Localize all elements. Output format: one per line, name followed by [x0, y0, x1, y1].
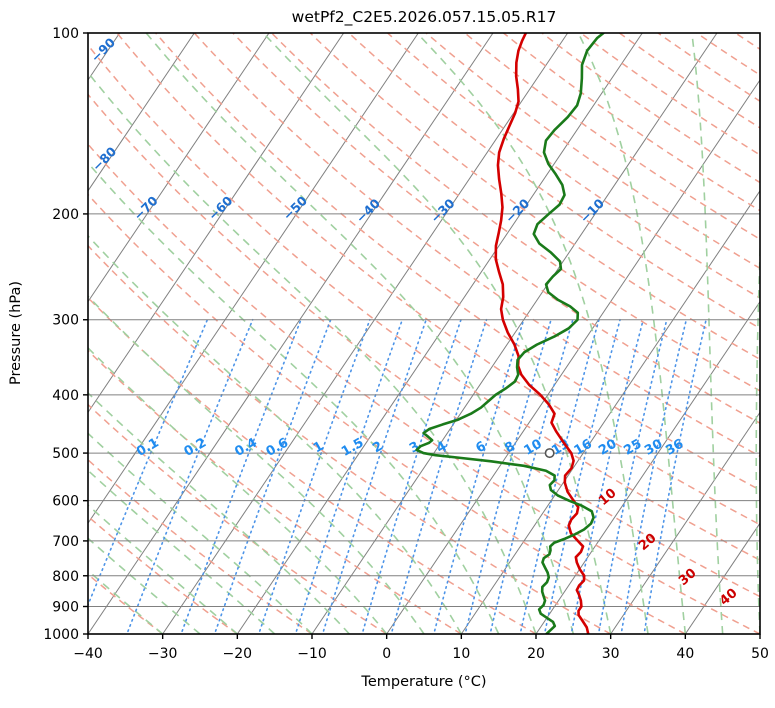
dry-adiabat-line	[387, 33, 760, 299]
moist-adiabat-line	[88, 346, 388, 634]
moist-adiabat-line	[88, 295, 425, 634]
dry-adiabat-line	[271, 33, 760, 392]
y-tick-label: 600	[52, 494, 79, 510]
dry-adiabat-line	[88, 193, 686, 634]
moist-adiabat-line	[691, 33, 724, 634]
isotherm-line	[684, 522, 760, 634]
isotherm-line	[162, 33, 569, 634]
mixing-ratio-line	[519, 318, 600, 634]
x-tick-label: −30	[148, 646, 178, 662]
x-tick-label: −10	[297, 646, 327, 662]
mixing-ratio-line	[213, 318, 332, 634]
dry-adiabat-line	[88, 93, 760, 598]
mixing-ratio-line	[489, 318, 574, 634]
mixing-ratio-line	[390, 318, 488, 634]
mixing-ratio-line	[597, 318, 668, 634]
y-axis-label: Pressure (hPa)	[8, 281, 24, 385]
mixing-ratio-line	[643, 318, 707, 634]
sounding-curves	[415, 33, 605, 634]
isotherm-line	[535, 300, 760, 634]
sounding-dewpoint-line	[415, 33, 605, 634]
x-tick-label: 10	[452, 646, 470, 662]
isotherm-line	[88, 33, 195, 192]
x-tick-label: 50	[751, 646, 769, 662]
moist-adiabat-line	[755, 232, 760, 634]
mixing-ratio-line	[570, 318, 644, 634]
x-tick-label: 40	[676, 646, 694, 662]
moist-adiabat-line	[88, 71, 537, 634]
y-tick-label: 100	[52, 26, 79, 42]
y-axis: 100 200 300 400 500 600 700 800 900 1000	[43, 26, 88, 643]
y-tick-label: 700	[52, 534, 79, 550]
mixing-ratio-line	[294, 318, 404, 634]
isotherm-line	[236, 33, 643, 634]
moist-adiabat-line	[88, 234, 463, 634]
y-tick-label: 800	[52, 569, 79, 585]
moist-adiabat-line	[88, 469, 276, 634]
x-tick-label: −40	[73, 646, 103, 662]
dry-adiabat-line	[88, 143, 760, 634]
dry-adiabat-line	[232, 33, 760, 425]
mixing-ratio-line	[543, 318, 621, 634]
mixing-ratio-line	[180, 318, 302, 634]
mixing-ratio-line	[620, 318, 688, 634]
y-tick-label: 200	[52, 207, 79, 223]
isotherm-line	[88, 33, 494, 634]
moist-adiabat-line	[416, 33, 649, 634]
isotherm-line	[311, 33, 718, 634]
isotherm-line	[610, 411, 760, 634]
x-tick-label: 30	[602, 646, 620, 662]
x-tick-label: −20	[223, 646, 253, 662]
mixing-ratio-line	[432, 318, 525, 634]
mixing-ratio-line	[464, 318, 552, 634]
mixing-ratio-line	[257, 318, 371, 634]
y-tick-label: 500	[52, 446, 79, 462]
moist-adiabat-line	[88, 161, 500, 634]
dry-adiabat-line	[88, 44, 760, 562]
moist-adiabat-line	[145, 33, 575, 634]
dry-adiabat-line	[88, 458, 313, 634]
isotherm-line	[88, 33, 345, 414]
isotherm-line	[88, 33, 419, 525]
y-tick-label: 900	[52, 599, 79, 615]
y-tick-label: 1000	[43, 627, 79, 643]
x-tick-label: 20	[527, 646, 545, 662]
plot-frame	[87, 32, 761, 635]
y-tick-label: 300	[52, 313, 79, 329]
x-axis: −40 −30 −20 −10 0 10 20 30 40 50	[73, 634, 769, 662]
y-tick-label: 400	[52, 388, 79, 404]
mixing-ratio-line	[126, 318, 254, 634]
moist-adiabat-line	[577, 33, 687, 634]
dry-adiabat-line	[193, 33, 760, 458]
mixing-ratio-line	[361, 318, 462, 634]
background-grid	[88, 33, 760, 634]
x-axis-label: Temperature (°C)	[360, 674, 486, 690]
level-marker	[544, 448, 555, 459]
dry-adiabat-line	[88, 403, 388, 634]
page-title: wetPf2_C2E5.2026.057.15.05.R17	[292, 8, 557, 27]
mixing-ratio-line	[321, 318, 427, 634]
isotherm-line	[88, 33, 270, 303]
moist-adiabat-line	[262, 33, 612, 634]
moist-adiabat-line	[88, 432, 313, 634]
sounding-temperature-line	[494, 33, 590, 634]
x-tick-label: 0	[382, 646, 391, 662]
dry-adiabat-line	[88, 244, 612, 634]
moist-adiabat-line	[88, 391, 350, 634]
